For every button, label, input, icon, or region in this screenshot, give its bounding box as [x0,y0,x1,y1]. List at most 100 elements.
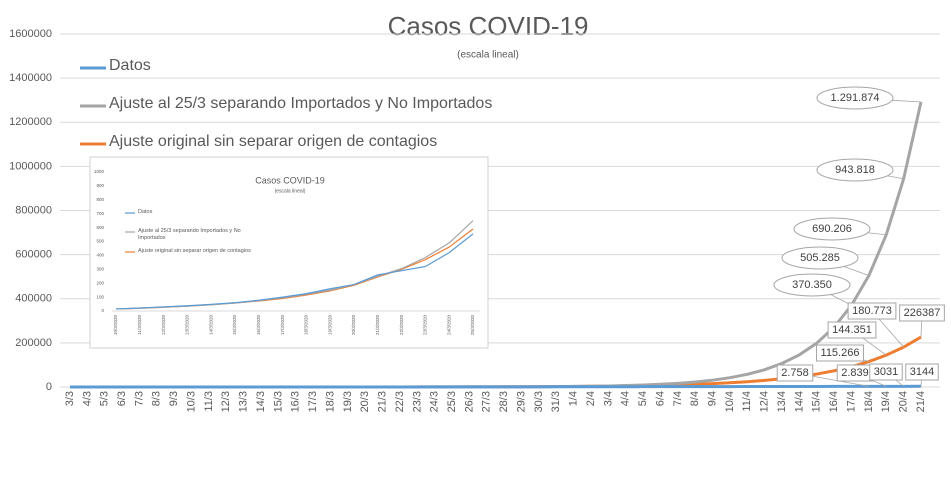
x-tick-label: 16/3/2020 [256,315,261,336]
data-labels: 2.758 2.839 3031 3144 370.350 505.285 690.206 9… [773,86,945,387]
data-label: 2.758 [781,367,809,379]
x-tick-label: 18/3 [324,391,336,412]
legend-label: Ajuste al 25/3 separando Importados y No… [109,95,493,112]
x-tick-label: 17/4 [845,391,857,412]
data-label: 3144 [910,366,934,378]
x-tick-label: 11/3 [203,391,215,412]
y-tick-label: 800 [96,197,104,202]
x-tick-label: 16/3 [290,391,302,412]
y-tick-label: 400000 [15,293,52,305]
legend-item: Ajuste original sin separar origen de co… [138,247,251,254]
data-label: 3031 [874,366,898,378]
y-tick-label: 400 [96,253,104,258]
x-tick-label: 5/4 [637,391,649,406]
y-tick-label: 900 [96,183,104,188]
x-tick-label: 21/3 [377,391,389,412]
label-callout [793,217,871,241]
y-tick-label: 1400000 [9,72,52,84]
x-tick-label: 7/3 [133,391,145,406]
x-tick-label: 19/3/2020 [327,315,332,336]
label-box [847,302,897,320]
y-tick-label: 600 [96,225,104,230]
y-tick-label: 600000 [15,249,52,261]
inset-title: Casos COVID-19 [255,175,325,185]
x-tick-label: 20/3 [359,391,371,412]
x-tick-label: 8/3 [151,391,163,406]
label-box [776,364,814,382]
y-tick-label: 700 [96,211,104,216]
x-tick-label: 15/4 [811,391,823,412]
label-box [869,363,903,381]
label-callout [773,273,851,297]
label-box [905,363,939,381]
inset-chart: Casos COVID-19 (escala lineal) 0 100 200 30… [89,156,489,349]
x-tick-label: 6/3 [116,391,128,406]
x-tick-label: 12/4 [759,391,771,412]
x-tick-label: 14/3/2020 [208,315,213,336]
x-tick-label: 13/4 [776,391,788,412]
data-label: 115.266 [821,347,860,359]
legend-label: Datos [109,57,151,74]
label-box [827,321,877,339]
data-label: 370.350 [792,279,832,291]
y-tick-label: 1200000 [9,116,52,128]
x-tick-label: 19/4 [880,391,892,412]
data-label: 943.818 [835,164,875,176]
x-tick-label: 24/3 [429,391,441,412]
x-tick-label: 5/3 [99,391,111,406]
x-tick-label: 17/3/2020 [280,315,285,336]
legend-label: Ajuste original sin separar origen de co… [138,247,251,254]
x-tick-label: 21/4 [915,391,927,412]
x-tick-label: 11/3/2020 [137,315,142,335]
x-tick-label: 14/3 [255,391,267,412]
y-tick-label: 1000 [94,169,105,174]
x-tick-label: 31/3 [550,391,562,412]
x-tick-label: 10/4 [724,391,736,412]
x-tick-label: 21/3/2020 [375,315,380,336]
data-label: 690.206 [812,223,852,235]
label-box [816,344,864,362]
x-tick-label: 2/4 [585,391,597,406]
x-tick-label: 10/3/2020 [113,315,118,336]
x-tick-label: 12/3/2020 [161,315,166,336]
x-tick-label: 20/4 [898,391,910,412]
legend-label: Datos [138,208,153,215]
x-tick-label: 9/4 [706,391,718,406]
chart-subtitle: (escala lineal) [457,50,519,61]
x-tick-label: 15/3 [272,391,284,412]
x-tick-label: 13/3/2020 [185,315,190,336]
legend-item: Ajuste original sin separar origen de co… [109,133,437,150]
x-tick-label: 1/4 [568,391,580,406]
x-tick-label: 23/3 [411,391,423,412]
data-label: 505.285 [800,252,840,264]
x-tick-label: 19/3 [342,391,354,412]
x-tick-label: 17/3 [307,391,319,412]
chart-title: Casos COVID-19 [388,11,589,41]
legend-item: Ajuste al 25/3 separando Importados y No… [138,227,241,242]
x-tick-label: 18/3/2020 [304,315,309,336]
x-tick-label: 13/3 [238,391,250,412]
legend-label: Ajuste al 25/3 separando Importados y No… [138,227,241,242]
x-tick-label: 12/3 [220,391,232,412]
x-tick-label: 10/3 [185,391,197,412]
data-label: 2.839 [841,367,869,379]
data-label: 144.351 [832,324,872,336]
inset-subtitle: (escala lineal) [275,188,306,194]
x-tick-label: 23/3/2020 [423,315,428,336]
x-tick-label: 20/3/2020 [351,315,356,336]
legend-item: Datos [138,208,153,215]
x-tick-label: 22/3/2020 [399,315,404,336]
y-tick-label: 1600000 [9,28,52,40]
x-tick-label: 16/4 [828,391,840,412]
x-tick-label: 8/4 [689,391,701,406]
label-callout [816,86,894,110]
label-callout [816,158,894,182]
y-tick-label: 200000 [15,337,52,349]
y-tick-label: 0 [101,308,104,313]
inset-frame [89,156,489,349]
y-tick-label: 0 [46,381,52,393]
label-box [899,304,945,322]
x-tick-label: 25/3/2020 [470,315,475,336]
x-tick-label: 11/4 [741,391,753,412]
x-tick-label: 28/3 [498,391,510,412]
